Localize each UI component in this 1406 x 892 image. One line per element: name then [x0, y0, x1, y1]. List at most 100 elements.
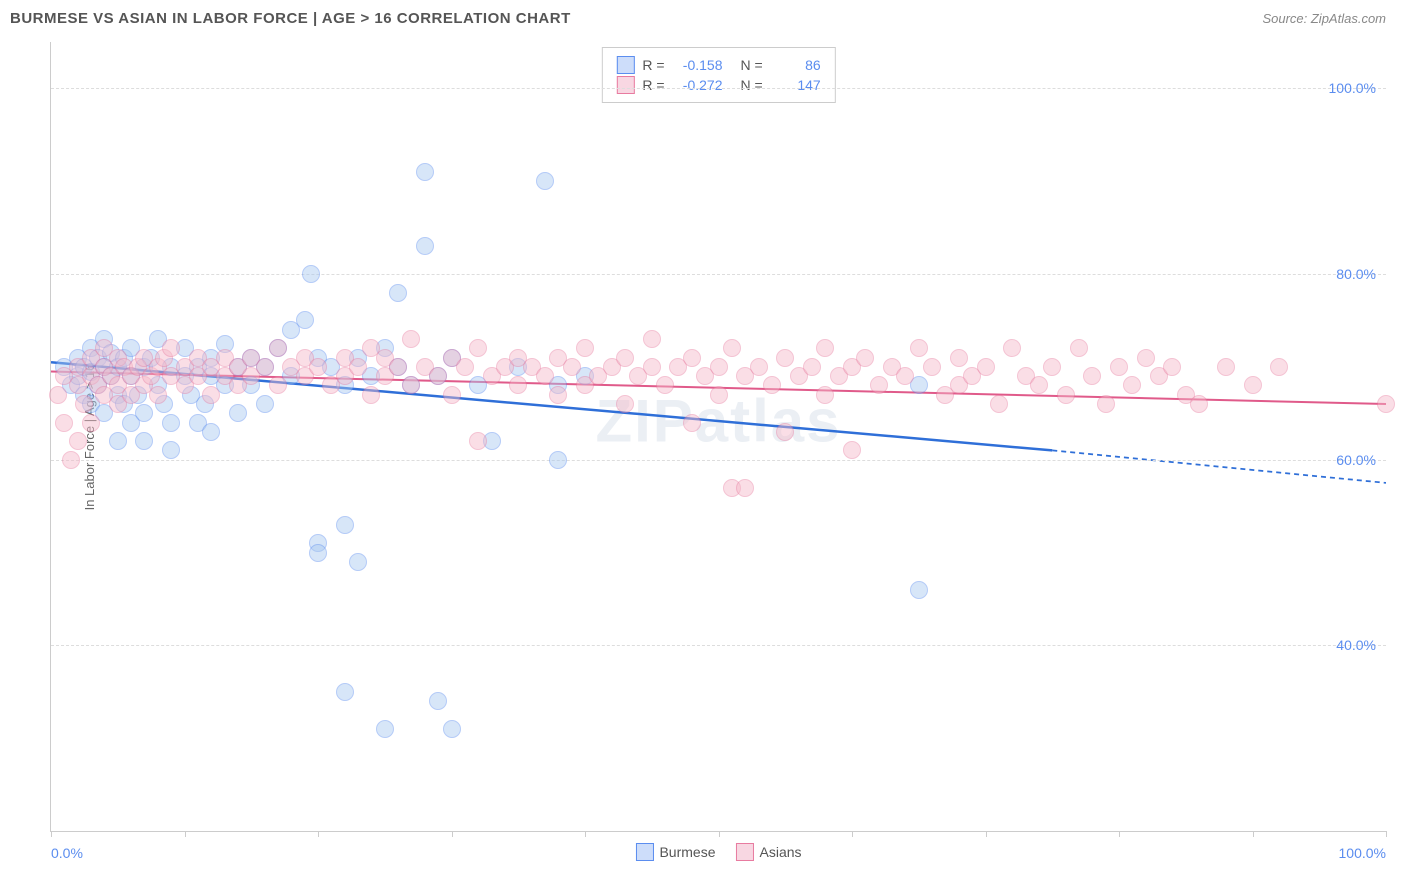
scatter-point	[870, 376, 888, 394]
scatter-point	[349, 358, 367, 376]
gridline	[51, 274, 1386, 275]
x-tick	[986, 831, 987, 837]
scatter-point	[549, 386, 567, 404]
n-value: 147	[771, 77, 821, 93]
scatter-point	[710, 386, 728, 404]
scatter-point	[1244, 376, 1262, 394]
scatter-point	[389, 358, 407, 376]
scatter-point	[296, 311, 314, 329]
legend-item: Asians	[736, 843, 802, 861]
scatter-point	[202, 386, 220, 404]
scatter-point	[950, 349, 968, 367]
stats-legend-box: R =-0.158N =86 R = -0.272 N = 147	[601, 47, 835, 103]
legend-label: Burmese	[659, 844, 715, 860]
scatter-point	[135, 432, 153, 450]
scatter-point	[269, 376, 287, 394]
scatter-point	[309, 544, 327, 562]
scatter-point	[256, 358, 274, 376]
scatter-point	[736, 479, 754, 497]
scatter-point	[336, 683, 354, 701]
x-tick	[51, 831, 52, 837]
scatter-point	[402, 330, 420, 348]
x-axis-min-label: 0.0%	[51, 845, 83, 861]
scatter-point	[843, 441, 861, 459]
scatter-point	[429, 367, 447, 385]
n-label: N =	[741, 77, 763, 93]
scatter-point	[776, 349, 794, 367]
scatter-point	[162, 339, 180, 357]
scatter-point	[1123, 376, 1141, 394]
scatter-point	[1137, 349, 1155, 367]
scatter-point	[536, 172, 554, 190]
r-label: R =	[642, 77, 664, 93]
gridline	[51, 645, 1386, 646]
legend-swatch	[736, 843, 754, 861]
scatter-point	[910, 581, 928, 599]
legend-label: Asians	[760, 844, 802, 860]
scatter-point	[443, 386, 461, 404]
scatter-point	[456, 358, 474, 376]
scatter-point	[302, 265, 320, 283]
scatter-point	[162, 441, 180, 459]
scatter-point	[1003, 339, 1021, 357]
scatter-point	[509, 376, 527, 394]
scatter-point	[149, 386, 167, 404]
y-tick-label: 80.0%	[1336, 266, 1376, 282]
scatter-point	[856, 349, 874, 367]
n-value: 86	[771, 57, 821, 73]
series-swatch	[616, 76, 634, 94]
gridline	[51, 460, 1386, 461]
scatter-point	[69, 432, 87, 450]
scatter-point	[109, 432, 127, 450]
gridline	[51, 88, 1386, 89]
scatter-point	[923, 358, 941, 376]
y-tick-label: 60.0%	[1336, 452, 1376, 468]
stats-row: R =-0.158N =86	[616, 56, 820, 74]
chart-title: BURMESE VS ASIAN IN LABOR FORCE | AGE > …	[10, 10, 571, 27]
scatter-point	[1043, 358, 1061, 376]
scatter-point	[776, 423, 794, 441]
scatter-point	[816, 386, 834, 404]
scatter-point	[416, 237, 434, 255]
scatter-point	[309, 358, 327, 376]
x-tick	[585, 831, 586, 837]
scatter-point	[643, 330, 661, 348]
scatter-point	[269, 339, 287, 357]
scatter-point	[616, 395, 634, 413]
x-axis-max-label: 100.0%	[1339, 845, 1386, 861]
r-value: -0.158	[673, 57, 723, 73]
scatter-point	[616, 349, 634, 367]
scatter-point	[62, 451, 80, 469]
scatter-point	[643, 358, 661, 376]
r-value: -0.272	[673, 77, 723, 93]
x-tick	[852, 831, 853, 837]
scatter-point	[723, 339, 741, 357]
scatter-point	[429, 692, 447, 710]
scatter-point	[683, 349, 701, 367]
x-tick	[452, 831, 453, 837]
scatter-point	[1110, 358, 1128, 376]
scatter-point	[977, 358, 995, 376]
scatter-point	[135, 404, 153, 422]
scatter-point	[750, 358, 768, 376]
legend-swatch	[635, 843, 653, 861]
scatter-point	[1097, 395, 1115, 413]
scatter-point	[402, 376, 420, 394]
chart-source: Source: ZipAtlas.com	[1262, 11, 1386, 26]
scatter-point	[336, 516, 354, 534]
series-swatch	[616, 56, 634, 74]
scatter-point	[656, 376, 674, 394]
scatter-point	[816, 339, 834, 357]
scatter-point	[763, 376, 781, 394]
scatter-point	[563, 358, 581, 376]
scatter-point	[1270, 358, 1288, 376]
scatter-point	[362, 386, 380, 404]
scatter-point	[82, 414, 100, 432]
scatter-point	[389, 284, 407, 302]
x-tick	[185, 831, 186, 837]
scatter-point	[803, 358, 821, 376]
x-tick	[719, 831, 720, 837]
trend-lines-svg	[51, 42, 1386, 831]
scatter-point	[1057, 386, 1075, 404]
scatter-point	[376, 720, 394, 738]
